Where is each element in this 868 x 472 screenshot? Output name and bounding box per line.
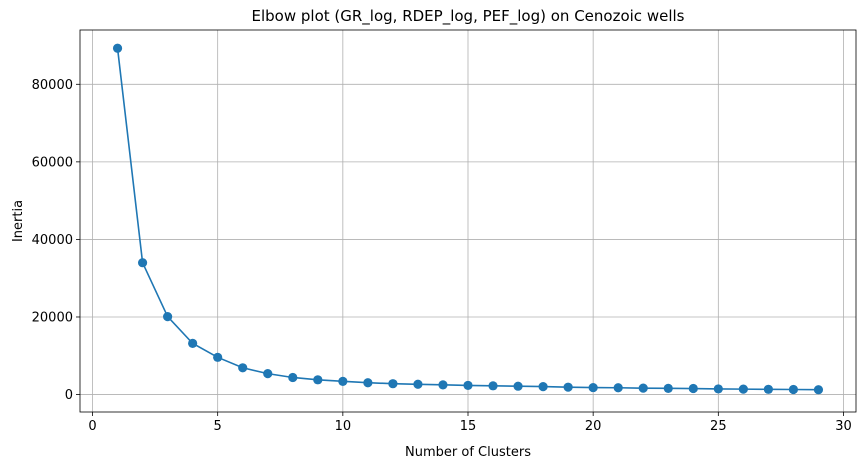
x-tick-label: 10 (335, 419, 352, 434)
data-point (738, 384, 748, 394)
y-tick-label: 40000 (32, 233, 73, 248)
y-tick-label: 60000 (32, 155, 73, 170)
x-tick-label: 20 (585, 419, 602, 434)
x-tick-label: 5 (214, 419, 222, 434)
data-point (813, 385, 824, 395)
y-axis-label: Inertia (11, 200, 26, 242)
data-point (288, 372, 298, 383)
data-point (688, 383, 698, 394)
data-point (488, 381, 498, 391)
data-point (613, 383, 623, 393)
data-point (713, 384, 723, 394)
data-point (188, 338, 198, 348)
data-point (213, 352, 223, 362)
x-tick-label: 15 (460, 419, 477, 434)
data-point (638, 383, 648, 393)
data-point (788, 384, 799, 395)
grid-lines (80, 30, 856, 412)
data-point (137, 258, 148, 268)
chart-title: Elbow plot (GR_log, RDEP_log, PEF_log) o… (252, 7, 685, 26)
series-layer (112, 43, 824, 395)
x-tick-label: 30 (835, 419, 852, 434)
x-tick-label: 25 (710, 419, 727, 434)
axis-ticks: 0 5 10 15 20 25 30 0 20000 40000 60000 80000 (32, 78, 852, 434)
data-point (263, 369, 273, 379)
y-tick-label: 0 (65, 388, 73, 403)
x-axis-label: Number of Clusters (405, 445, 531, 460)
data-point (363, 378, 373, 388)
data-point (313, 375, 323, 385)
data-point (463, 380, 473, 391)
data-point (763, 384, 773, 394)
plot-frame (79, 29, 857, 413)
data-point (663, 383, 673, 393)
y-tick-label: 20000 (32, 310, 73, 325)
x-tick-label: 0 (88, 419, 96, 434)
data-point (513, 381, 523, 391)
data-point (388, 379, 398, 389)
data-point (438, 380, 448, 390)
data-point (163, 311, 173, 322)
data-point (538, 381, 548, 392)
data-point (238, 363, 248, 373)
data-point (112, 43, 123, 53)
data-point (338, 376, 348, 386)
y-tick-label: 80000 (32, 78, 73, 93)
data-point (563, 382, 573, 392)
data-point (413, 379, 423, 389)
data-point (588, 382, 598, 393)
